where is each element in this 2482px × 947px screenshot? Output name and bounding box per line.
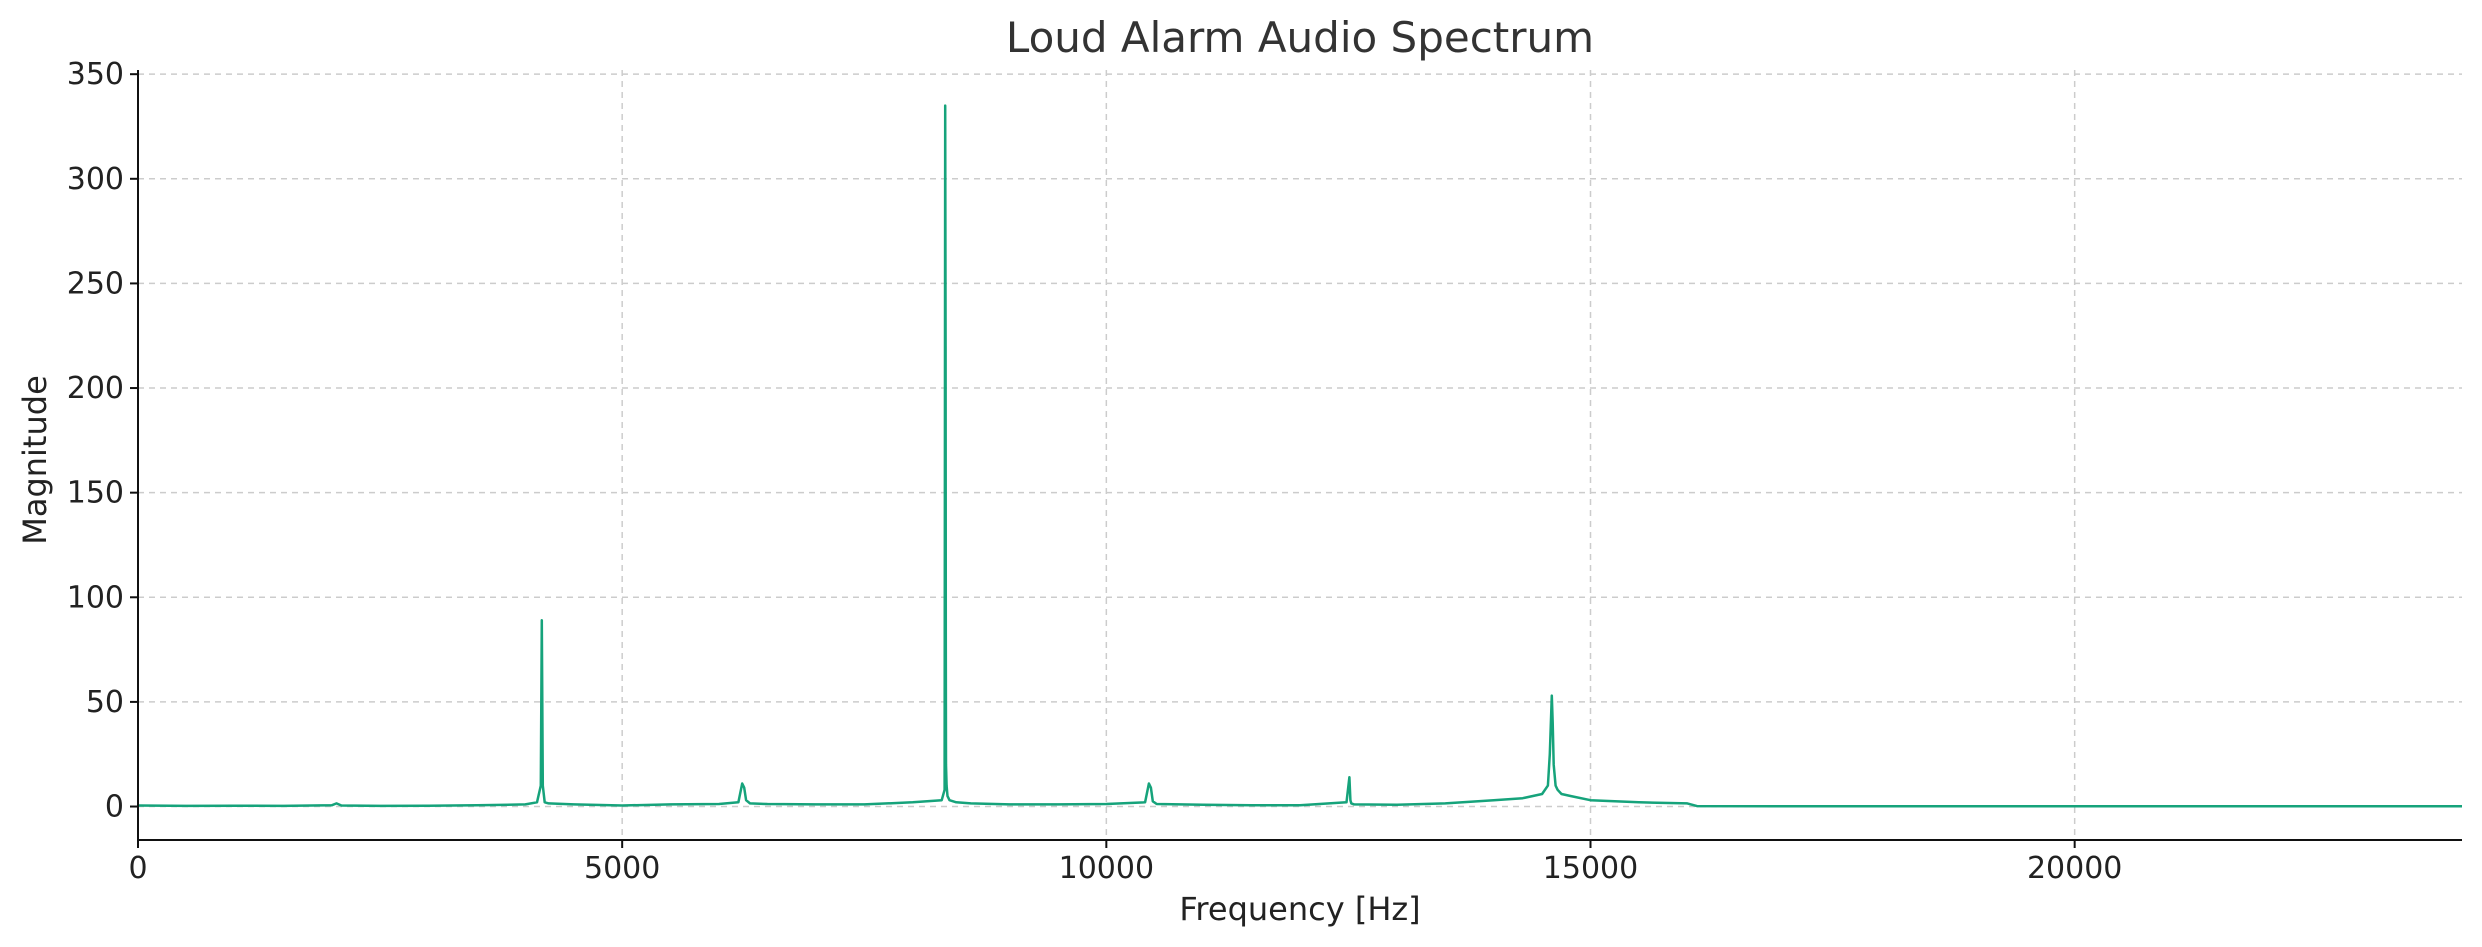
y-axis-label: Magnitude xyxy=(16,375,54,545)
y-tick-label: 200 xyxy=(67,371,124,406)
x-tick-label: 10000 xyxy=(1059,851,1154,886)
y-ticks: 0 50 100 150 200 250 300 350 xyxy=(67,57,138,825)
y-tick-label: 50 xyxy=(86,685,124,720)
axes xyxy=(137,70,2462,841)
y-tick-label: 250 xyxy=(67,266,124,301)
y-tick-label: 100 xyxy=(67,580,124,615)
chart-title: Loud Alarm Audio Spectrum xyxy=(1006,13,1594,62)
y-tick-label: 150 xyxy=(67,476,124,511)
x-axis-label: Frequency [Hz] xyxy=(1179,890,1420,928)
x-ticks: 0 5000 10000 15000 20000 xyxy=(128,840,2122,886)
x-tick-label: 5000 xyxy=(584,851,660,886)
x-tick-label: 0 xyxy=(128,851,147,886)
spectrum-series-line xyxy=(137,104,2462,808)
series-group xyxy=(137,104,2462,808)
y-tick-label: 350 xyxy=(67,57,124,92)
grid xyxy=(138,70,2462,840)
x-tick-label: 15000 xyxy=(1543,851,1638,886)
x-tick-label: 20000 xyxy=(2027,851,2122,886)
y-tick-label: 300 xyxy=(67,162,124,197)
y-tick-label: 0 xyxy=(105,790,124,825)
